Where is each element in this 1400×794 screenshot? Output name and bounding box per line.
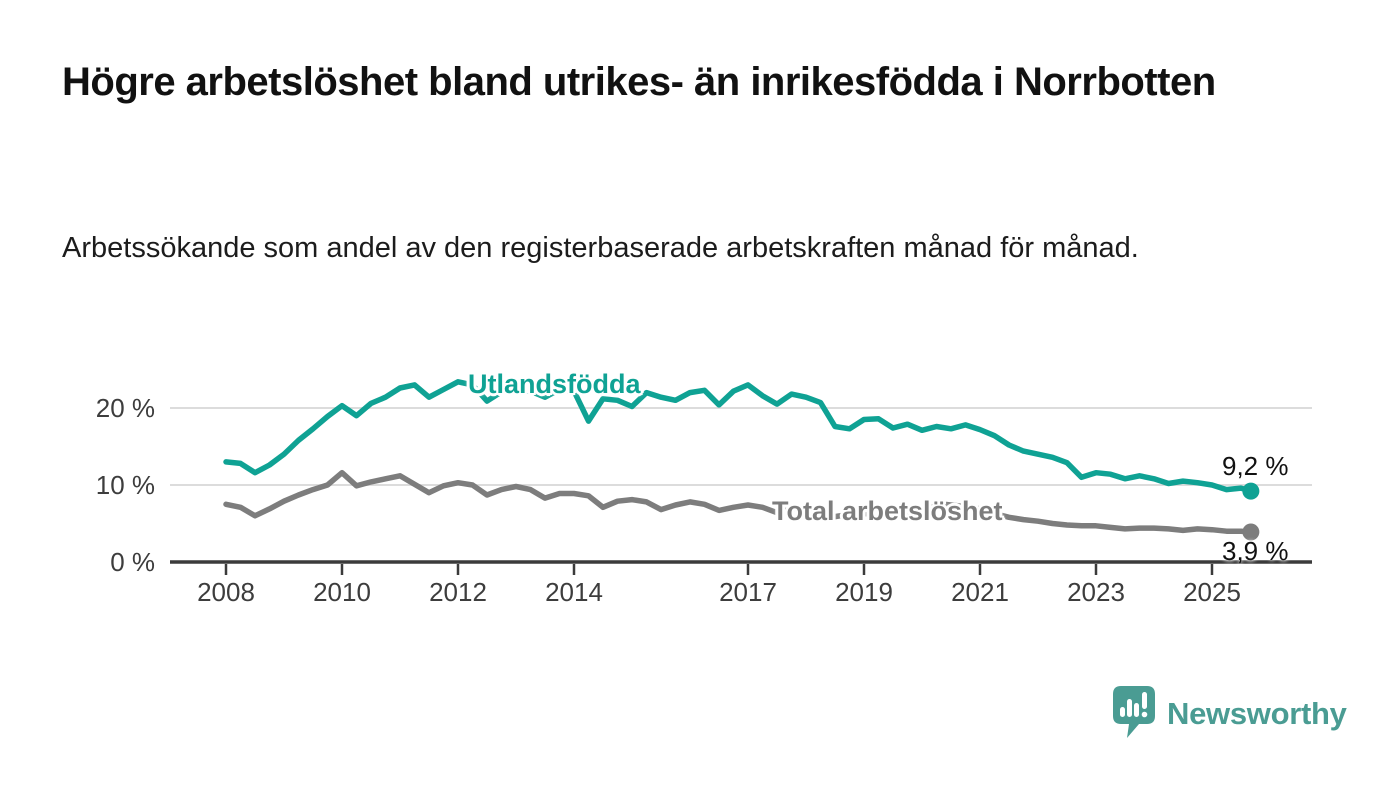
chart-subtitle: Arbetssökande som andel av den registerb… [62, 232, 1139, 264]
series-line-0 [223, 379, 1254, 494]
series-line-1 [223, 469, 1254, 535]
y-tick-label-20: 20 % [95, 393, 155, 423]
x-tick-label-2017: 2017 [719, 577, 777, 607]
series-end-dot-1 [1242, 523, 1260, 541]
newsworthy-logo-icon [1113, 686, 1155, 738]
y-tick-label-0: 0 % [110, 547, 155, 577]
y-tick-label-10: 10 % [95, 470, 155, 500]
x-tick-label-2010: 2010 [313, 577, 371, 607]
series-label-utlandsfodda: Utlandsfödda [468, 369, 641, 399]
x-tick-label-2025: 2025 [1183, 577, 1241, 607]
series-end-dot-0 [1242, 482, 1260, 500]
series-label-total-arbetsloshet: Total arbetslöshet [772, 496, 1003, 526]
brand-footer: Newsworthy [1113, 686, 1347, 742]
x-tick-label-2014: 2014 [545, 577, 603, 607]
x-tick-label-2023: 2023 [1067, 577, 1125, 607]
x-tick-label-2021: 2021 [951, 577, 1009, 607]
end-value-label-utlandsfodda: 9,2 % [1222, 451, 1289, 481]
x-tick-label-2019: 2019 [835, 577, 893, 607]
x-tick-label-2012: 2012 [429, 577, 487, 607]
brand-name: Newsworthy [1167, 696, 1347, 731]
x-tick-label-2008: 2008 [197, 577, 255, 607]
end-value-label-total: 3,9 % [1222, 536, 1289, 566]
page-title: Högre arbetslöshet bland utrikes- än inr… [62, 60, 1216, 104]
